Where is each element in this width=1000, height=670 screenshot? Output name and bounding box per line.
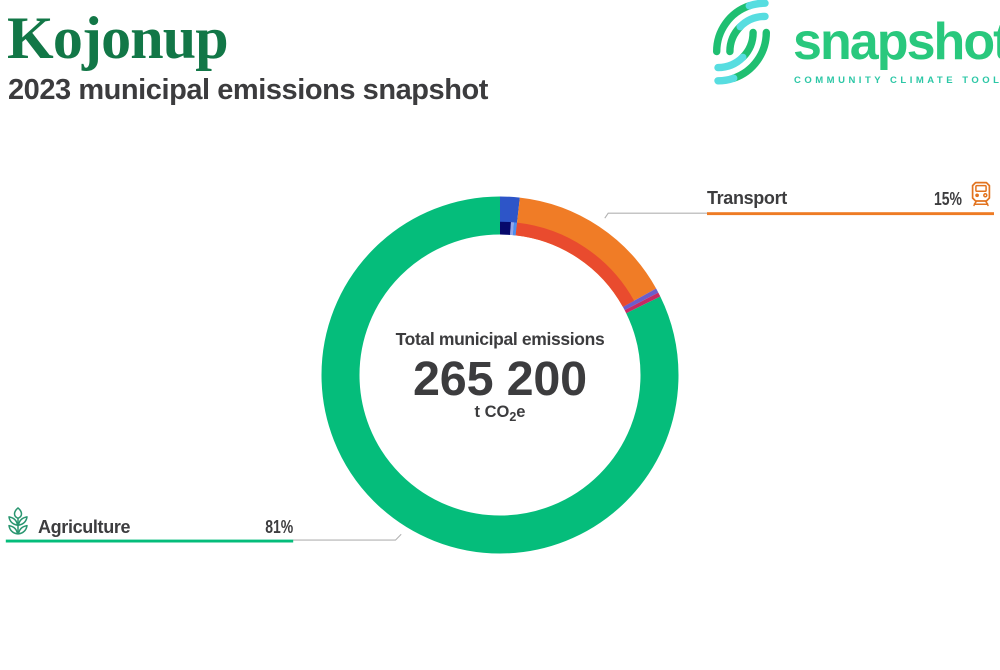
svg-text:81%: 81% [265, 517, 293, 537]
svg-text:15%: 15% [934, 189, 962, 209]
